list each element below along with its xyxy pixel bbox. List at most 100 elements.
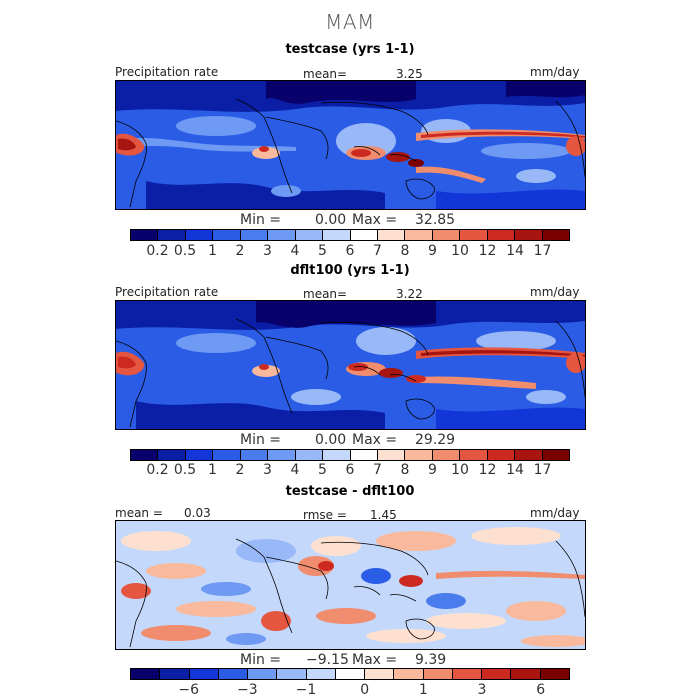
colorbar-swatch: [335, 669, 366, 679]
colorbar-swatch: [487, 230, 516, 240]
figure-title: MAM: [325, 10, 375, 34]
colorbar-swatch: [158, 230, 186, 240]
panel-3-max-value: 9.39: [415, 652, 447, 668]
panel-2-min-value: 0.00: [315, 432, 347, 448]
colorbar-tick-label: 7: [373, 243, 382, 259]
colorbar-swatch: [131, 669, 161, 679]
colorbar-swatch: [350, 450, 378, 460]
colorbar-swatch: [460, 230, 488, 240]
colorbar-tick-label: 17: [533, 243, 552, 259]
panel-1-colorbar-ticks: 0.2 0.5 1 2 3 4 5 6 7 8 9 10 12 14 17: [130, 243, 570, 259]
colorbar-swatch: [240, 230, 269, 240]
panel-1-colorbar: [130, 229, 570, 241]
colorbar-tick-label: −6: [178, 682, 199, 698]
panel-1-mean-value: 3.25: [396, 67, 423, 81]
colorbar-swatch: [131, 230, 159, 240]
panel-1-max-label: Max =: [352, 212, 398, 228]
colorbar-tick-label: 17: [533, 462, 552, 478]
panel-2-colorbar: [130, 449, 570, 461]
colorbar-tick-label: 1: [208, 243, 217, 259]
panel-3-rmse-label: rmse =: [303, 508, 347, 522]
colorbar-tick-label: 6: [536, 682, 546, 698]
colorbar-swatch: [277, 669, 307, 679]
colorbar-tick-label: 0: [360, 682, 370, 698]
colorbar-tick-label: −3: [237, 682, 258, 698]
colorbar-tick-label: 5: [318, 243, 327, 259]
panel-1-title: testcase (yrs 1-1): [285, 42, 415, 57]
colorbar-tick-label: 3: [263, 462, 272, 478]
colorbar-tick-label: 10: [451, 243, 469, 259]
colorbar-tick-label: 4: [290, 243, 300, 259]
panel-2-mean-label: mean=: [303, 287, 348, 301]
colorbar-tick-label: 8: [400, 462, 410, 478]
panel-1-min-label: Min =: [240, 212, 282, 228]
panel-2-units: mm/day: [530, 285, 580, 299]
panel-3-map: [115, 520, 586, 650]
panel-3-mean-label: mean =: [115, 506, 163, 520]
panel-3-max-label: Max =: [352, 652, 398, 668]
colorbar-swatch: [540, 669, 569, 679]
colorbar-swatch: [452, 669, 483, 679]
colorbar-swatch: [295, 230, 324, 240]
colorbar-tick-label: 3: [477, 682, 487, 698]
colorbar-swatch: [365, 669, 395, 679]
colorbar-swatch: [295, 450, 324, 460]
colorbar-tick-label: 6: [345, 243, 355, 259]
colorbar-tick-label: 12: [478, 462, 497, 478]
panel-3-mean-value: 0.03: [184, 506, 211, 520]
panel-3-rmse-value: 1.45: [370, 508, 397, 522]
colorbar-swatch: [432, 450, 461, 460]
colorbar-swatch: [405, 450, 433, 460]
colorbar-swatch: [185, 450, 214, 460]
colorbar-swatch: [423, 669, 453, 679]
colorbar-tick-label: 10: [451, 462, 469, 478]
colorbar-tick-label: 5: [318, 462, 327, 478]
colorbar-swatch: [460, 450, 488, 460]
colorbar-tick-label: 9: [428, 462, 437, 478]
colorbar-tick-label: 7: [373, 462, 382, 478]
panel-2-colorbar-ticks: 0.2 0.5 1 2 3 4 5 6 7 8 9 10 12 14 17: [130, 462, 570, 478]
colorbar-tick-label: 9: [428, 243, 437, 259]
colorbar-swatch: [213, 450, 241, 460]
colorbar-tick-label: 12: [478, 243, 497, 259]
panel-2-max-value: 29.29: [415, 432, 456, 448]
colorbar-swatch: [158, 450, 186, 460]
colorbar-swatch: [306, 669, 336, 679]
colorbar-tick-label: 14: [506, 243, 524, 259]
colorbar-swatch: [240, 450, 269, 460]
colorbar-swatch: [377, 450, 406, 460]
panel-2-map: [115, 300, 586, 430]
colorbar-tick-label: 0.2: [146, 243, 169, 259]
colorbar-tick-label: 8: [400, 243, 410, 259]
colorbar-swatch: [487, 450, 516, 460]
colorbar-swatch: [405, 230, 433, 240]
colorbar-tick-label: 0.5: [173, 462, 197, 478]
colorbar-swatch: [542, 230, 569, 240]
colorbar-swatch: [432, 230, 461, 240]
colorbar-tick-label: 0.2: [146, 462, 169, 478]
panel-2-title: dflt100 (yrs 1-1): [290, 263, 410, 278]
panel-3-colorbar-ticks: −6 −3 −1 0 1 3 6: [130, 682, 570, 698]
colorbar-tick-label: 1: [208, 462, 217, 478]
colorbar-tick-label: 2: [235, 462, 245, 478]
colorbar-swatch: [213, 230, 241, 240]
panel-3-units: mm/day: [530, 506, 580, 520]
panel-1-min-value: 0.00: [315, 212, 347, 228]
colorbar-swatch: [482, 669, 512, 679]
panel-2-min-label: Min =: [240, 432, 282, 448]
colorbar-swatch: [323, 450, 351, 460]
colorbar-swatch: [189, 669, 219, 679]
panel-1-max-value: 32.85: [415, 212, 456, 228]
colorbar-tick-label: 14: [506, 462, 524, 478]
panel-1-mean-label: mean=: [303, 67, 348, 81]
colorbar-tick-label: 1: [418, 682, 428, 698]
colorbar-tick-label: 3: [263, 243, 272, 259]
colorbar-tick-label: 2: [235, 243, 245, 259]
colorbar-tick-label: 4: [290, 462, 300, 478]
panel-3-colorbar: [130, 668, 570, 680]
colorbar-swatch: [218, 669, 249, 679]
colorbar-tick-label: 6: [345, 462, 355, 478]
colorbar-swatch: [394, 669, 424, 679]
colorbar-swatch: [323, 230, 351, 240]
panel-3-min-label: Min =: [240, 652, 282, 668]
